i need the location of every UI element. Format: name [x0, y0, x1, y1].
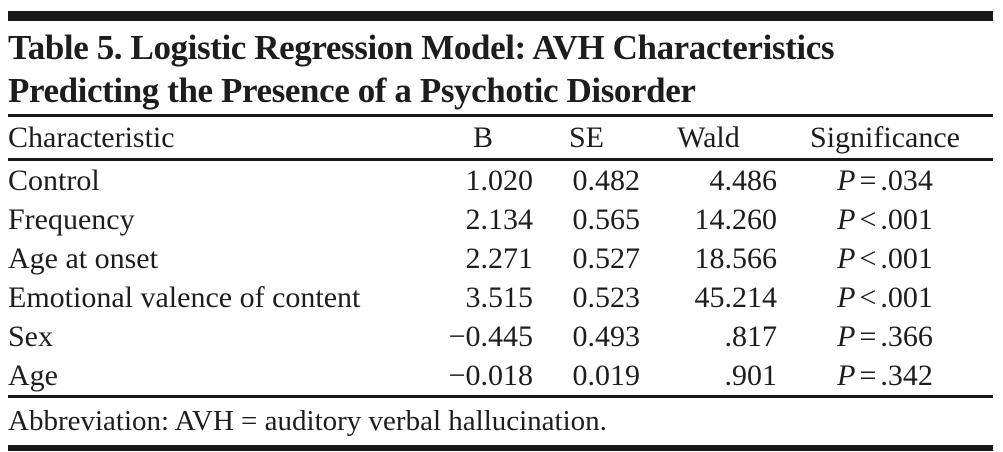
p-value: .342 [880, 358, 933, 392]
cell-se: 0.565 [572, 202, 641, 236]
p-operator: = [859, 358, 877, 392]
table-row: Age −0.018 0.019 .901 P = .342 [8, 356, 993, 398]
cell-wald: 18.566 [694, 241, 778, 275]
cell-characteristic: Age at onset [8, 241, 158, 275]
table-row: Frequency 2.134 0.565 14.260 P < .001 [8, 200, 993, 239]
regression-table: Characteristic B SE Wald Significance Co… [8, 117, 993, 398]
table-title-line1: Table 5. Logistic Regression Model: AVH … [8, 28, 835, 67]
cell-significance: P = .034 [777, 160, 993, 201]
p-symbol: P [837, 241, 856, 275]
table-header: Characteristic B SE Wald Significance [8, 117, 993, 161]
p-operator: < [859, 202, 877, 236]
cell-b: 2.134 [465, 202, 534, 236]
table-footnote: Abbreviation: AVH = auditory verbal hall… [8, 405, 607, 437]
p-operator: < [859, 241, 877, 275]
p-operator: = [859, 163, 877, 197]
cell-characteristic: Control [8, 163, 100, 197]
col-header-b: B [433, 117, 533, 161]
cell-b: −0.018 [433, 356, 533, 398]
cell-b: 1.020 [465, 163, 534, 197]
cell-wald: 4.486 [709, 163, 778, 197]
title-rule [8, 114, 993, 117]
table-title-line2: Predicting the Presence of a Psychotic D… [8, 71, 696, 110]
table-row: Control 1.020 0.482 4.486 P = .034 [8, 160, 993, 201]
p-symbol: P [837, 319, 856, 353]
cell-wald: 14.260 [694, 202, 778, 236]
col-header-characteristic: Characteristic [8, 117, 433, 161]
cell-significance: P < .001 [777, 239, 993, 278]
cell-se: 0.527 [572, 241, 641, 275]
p-symbol: P [837, 163, 856, 197]
cell-se: 0.523 [572, 280, 641, 314]
cell-significance: P = .366 [777, 317, 993, 356]
table-body: Control 1.020 0.482 4.486 P = .034 Frequen… [8, 160, 993, 398]
p-symbol: P [837, 280, 856, 314]
cell-characteristic: Age [8, 356, 433, 398]
cell-b: −0.445 [448, 319, 533, 353]
p-operator: = [859, 319, 877, 353]
cell-characteristic: Sex [8, 319, 53, 353]
p-value: .001 [880, 280, 933, 314]
col-header-se: SE [533, 117, 640, 161]
bottom-rule-thick [8, 445, 993, 451]
cell-wald: 45.214 [694, 280, 778, 314]
cell-b: 3.515 [465, 280, 534, 314]
cell-se: 0.493 [572, 319, 641, 353]
header-row: Characteristic B SE Wald Significance [8, 117, 993, 161]
p-value: .366 [880, 319, 933, 353]
cell-significance: P < .001 [777, 200, 993, 239]
p-symbol: P [837, 202, 856, 236]
col-header-significance: Significance [777, 117, 993, 161]
table-row: Age at onset 2.271 0.527 18.566 P < .001 [8, 239, 993, 278]
p-value: .034 [880, 163, 933, 197]
table-title: Table 5. Logistic Regression Model: AVH … [8, 26, 993, 112]
table-row: Emotional valence of content 3.515 0.523… [8, 278, 993, 317]
top-rule-thick [8, 11, 993, 21]
cell-significance: P < .001 [777, 278, 993, 317]
cell-se: 0.019 [533, 356, 640, 398]
p-operator: < [859, 280, 877, 314]
table-row: Sex −0.445 0.493 .817 P = .366 [8, 317, 993, 356]
p-value: .001 [880, 202, 933, 236]
cell-characteristic: Emotional valence of content [8, 280, 361, 314]
cell-wald: .817 [724, 319, 778, 353]
cell-se: 0.482 [572, 163, 641, 197]
cell-significance: P = .342 [777, 356, 993, 398]
p-symbol: P [837, 358, 856, 392]
col-header-wald: Wald [640, 117, 777, 161]
p-value: .001 [880, 241, 933, 275]
cell-characteristic: Frequency [8, 202, 135, 236]
cell-b: 2.271 [465, 241, 534, 275]
cell-wald: .901 [640, 356, 777, 398]
